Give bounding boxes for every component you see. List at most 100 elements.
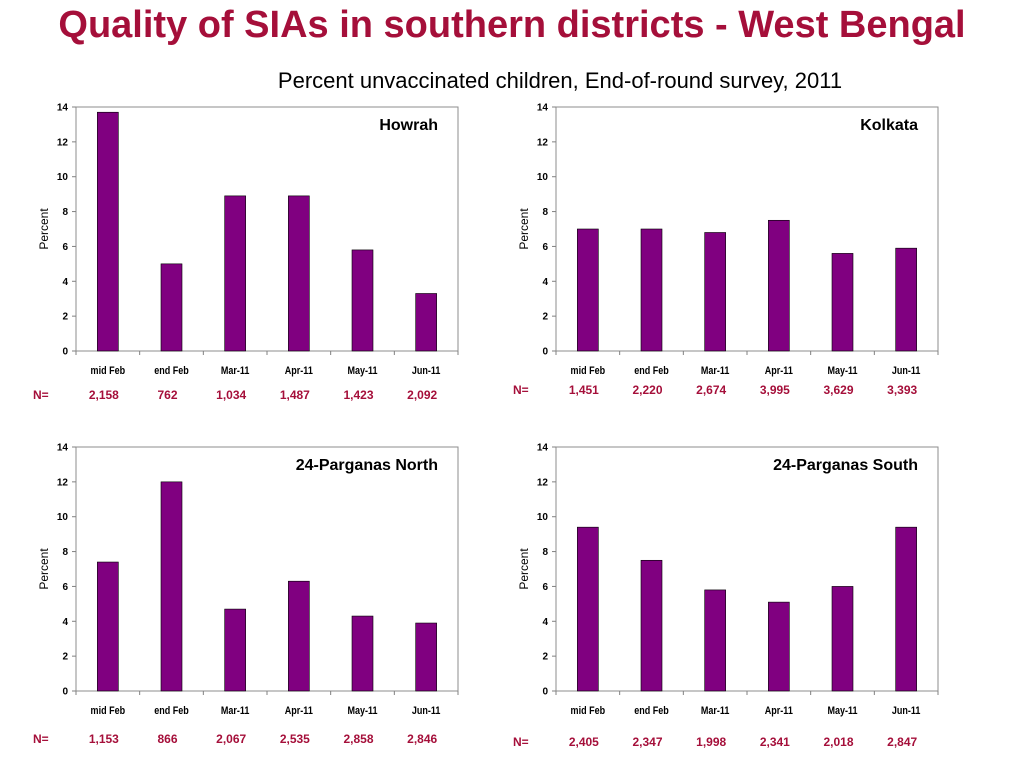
plot-area <box>75 446 459 692</box>
y-tick-label: 0 <box>62 347 68 358</box>
x-tick-label: May-11 <box>347 705 377 717</box>
y-tick-label: 14 <box>57 443 69 454</box>
chart-title: 24-Parganas South <box>773 457 918 474</box>
y-tick-label: 2 <box>62 652 68 663</box>
y-tick-label: 2 <box>62 312 68 323</box>
y-tick-label: 4 <box>62 617 68 628</box>
bar-may-11 <box>831 253 854 352</box>
n-row-24-parganas-north: N= 1,153 866 2,067 2,535 2,858 2,846 <box>0 732 512 750</box>
y-tick-label: 4 <box>62 277 68 288</box>
x-tick-label: end Feb <box>634 705 669 717</box>
y-tick-label: 0 <box>62 687 68 698</box>
bar-end-feb <box>640 559 663 692</box>
n-value: 2,846 <box>407 732 438 746</box>
bar-may-11 <box>351 249 374 352</box>
y-tick-label: 8 <box>62 547 68 558</box>
n-value: 2,341 <box>759 735 790 749</box>
n-value: 866 <box>157 732 178 746</box>
n-value: 2,018 <box>823 735 854 749</box>
bar-mar-11 <box>224 608 246 692</box>
y-axis-label: Percent <box>37 208 51 250</box>
x-tick-label: Apr-11 <box>285 705 313 717</box>
y-tick-label: 6 <box>542 242 548 253</box>
n-value: 2,858 <box>343 732 374 746</box>
chart-kolkata: 0 2 4 6 8 10 12 14 Percent mid Feb end Feb Mar-11 Ap… <box>517 103 939 377</box>
y-tick-label: 0 <box>542 687 548 698</box>
bar-apr-11 <box>768 601 790 692</box>
x-tick-label: Apr-11 <box>765 705 793 717</box>
x-tick-label: mid Feb <box>571 365 606 377</box>
bar-apr-11 <box>288 580 310 692</box>
n-label: N= <box>513 383 529 397</box>
plot-area <box>555 106 939 352</box>
n-value: 2,092 <box>407 388 438 402</box>
chart-title: Howrah <box>379 117 438 134</box>
chart-24-parganas-north: 0 2 4 6 8 10 12 14 Percent mid Feb end Feb Mar-11 Ap… <box>37 443 459 717</box>
n-label: N= <box>33 388 49 402</box>
x-tick-label: Jun-11 <box>892 705 921 717</box>
y-axis-label: Percent <box>517 208 531 250</box>
bar-mar-11 <box>704 232 726 352</box>
bar-mid-feb <box>577 526 599 692</box>
bar-end-feb <box>640 228 663 352</box>
n-value: 3,629 <box>823 383 854 397</box>
n-value: 1,487 <box>279 388 310 402</box>
x-tick-label: Mar-11 <box>221 705 250 717</box>
y-tick-label: 6 <box>542 582 548 593</box>
bar-mid-feb <box>577 228 599 352</box>
y-tick-label: 14 <box>57 103 69 114</box>
n-value: 1,451 <box>568 383 599 397</box>
n-label: N= <box>513 735 529 749</box>
n-value: 1,423 <box>343 388 374 402</box>
bar-mid-feb <box>97 561 119 692</box>
n-value: 1,153 <box>88 732 119 746</box>
chart-24-parganas-south: 0 2 4 6 8 10 12 14 Percent mid Feb end Feb Mar-11 Ap… <box>517 443 939 717</box>
n-value: 2,158 <box>88 388 119 402</box>
y-tick-label: 10 <box>57 512 69 523</box>
chart-title: Kolkata <box>860 117 918 134</box>
n-value: 1,034 <box>216 388 247 402</box>
y-tick-label: 10 <box>537 172 549 183</box>
page-title: Quality of SIAs in southern districts - … <box>58 4 966 46</box>
y-tick-label: 12 <box>57 477 69 488</box>
bar-may-11 <box>831 586 854 692</box>
y-tick-label: 4 <box>542 617 548 628</box>
n-value: 762 <box>157 388 178 402</box>
n-value: 2,067 <box>216 732 247 746</box>
y-tick-label: 6 <box>62 582 68 593</box>
y-tick-label: 12 <box>537 477 549 488</box>
x-tick-label: Jun-11 <box>892 365 921 377</box>
bar-end-feb <box>160 263 183 352</box>
n-value: 2,847 <box>887 735 918 749</box>
bar-apr-11 <box>768 219 790 352</box>
plot-area <box>75 106 459 352</box>
y-tick-label: 14 <box>537 443 549 454</box>
plot-area <box>555 446 939 692</box>
x-tick-label: mid Feb <box>571 705 606 717</box>
x-tick-label: May-11 <box>347 365 377 377</box>
bar-may-11 <box>351 615 374 692</box>
page-subtitle: Percent unvaccinated children, End-of-ro… <box>277 68 843 93</box>
chart-title: 24-Parganas North <box>296 457 438 474</box>
chart-howrah: 0 2 4 6 8 10 12 14 Percent mid Feb end Feb Mar-11 Ap… <box>37 103 459 377</box>
y-tick-label: 2 <box>542 652 548 663</box>
bar-mar-11 <box>224 195 246 352</box>
x-tick-label: Mar-11 <box>221 365 250 377</box>
y-tick-label: 8 <box>542 547 548 558</box>
y-tick-label: 0 <box>542 347 548 358</box>
x-tick-label: Mar-11 <box>701 705 730 717</box>
bar-mid-feb <box>97 111 119 352</box>
y-tick-label: 10 <box>537 512 549 523</box>
n-value: 2,405 <box>568 735 599 749</box>
x-tick-label: Apr-11 <box>285 365 313 377</box>
y-tick-label: 2 <box>542 312 548 323</box>
y-tick-label: 12 <box>537 137 549 148</box>
x-tick-label: mid Feb <box>91 365 126 377</box>
n-value: 2,220 <box>632 383 663 397</box>
x-tick-label: May-11 <box>827 365 857 377</box>
n-value: 3,393 <box>887 383 918 397</box>
y-tick-label: 12 <box>57 137 69 148</box>
n-row-24-parganas-south: N= 2,405 2,347 1,998 2,341 2,018 2,847 <box>480 735 992 753</box>
n-label: N= <box>33 732 49 746</box>
y-tick-label: 14 <box>537 103 549 114</box>
